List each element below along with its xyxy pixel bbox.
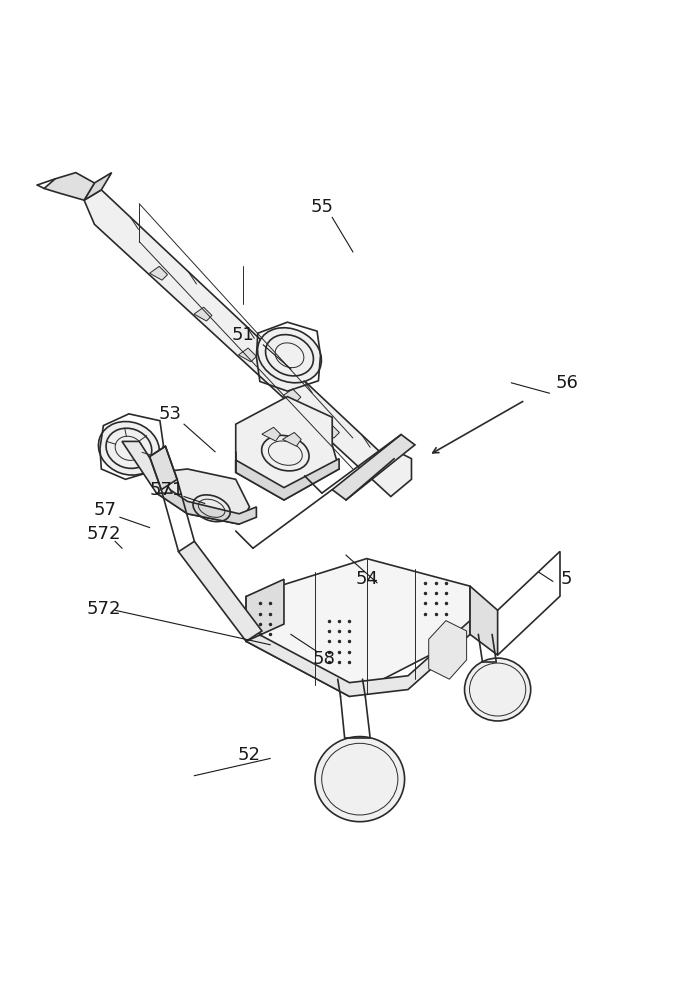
Ellipse shape [464,658,531,721]
Polygon shape [239,348,257,362]
Text: 55: 55 [311,198,334,216]
Text: 53: 53 [158,405,182,423]
Ellipse shape [98,422,159,475]
Text: 54: 54 [355,570,378,588]
Text: 51: 51 [231,326,254,344]
Polygon shape [84,190,412,497]
Polygon shape [122,441,172,493]
Polygon shape [322,424,339,438]
Polygon shape [262,427,280,441]
Polygon shape [246,621,470,696]
Polygon shape [282,432,301,446]
Polygon shape [156,469,250,524]
Text: 57: 57 [93,501,116,519]
Text: 572: 572 [86,600,120,618]
Polygon shape [149,266,167,280]
Ellipse shape [315,737,405,822]
Ellipse shape [257,328,322,383]
Polygon shape [470,586,498,655]
Polygon shape [44,173,94,200]
Polygon shape [179,541,262,641]
Text: 572: 572 [86,525,120,543]
Polygon shape [236,397,339,500]
Polygon shape [332,435,415,500]
Polygon shape [246,559,470,696]
Text: 571: 571 [149,481,184,499]
Polygon shape [194,307,212,321]
Polygon shape [84,173,111,200]
Polygon shape [429,621,466,679]
Polygon shape [156,481,257,524]
Polygon shape [246,579,284,641]
Text: 5: 5 [561,570,572,588]
Text: 52: 52 [238,746,261,764]
Polygon shape [149,446,177,490]
Polygon shape [236,459,339,500]
Text: 58: 58 [313,650,336,668]
Polygon shape [283,389,301,403]
Text: 56: 56 [555,374,578,392]
